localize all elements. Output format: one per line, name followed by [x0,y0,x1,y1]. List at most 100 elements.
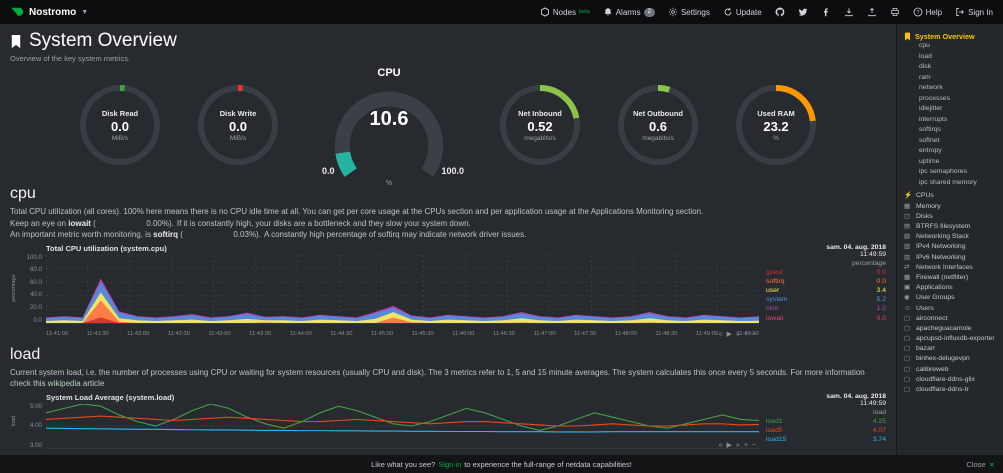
zoom-in-icon[interactable]: + [743,330,748,338]
pan-backward-icon[interactable]: « [718,330,723,338]
bookmark-icon [11,34,21,48]
gauge-label: CPU [377,67,401,79]
legend-series-load5[interactable]: load5 4.07 [766,427,886,435]
gauge-disk-read[interactable]: Disk Read 0.0 MiB/s [78,83,162,167]
sidebar-item-apacheguacamole[interactable]: ▢ apacheguacamole [904,324,972,332]
node-selector[interactable]: Nostromo ▼ [10,5,88,19]
gauge-used-ram[interactable]: Used RAM 23.2 % [734,83,818,167]
zoom-in-icon[interactable]: + [743,441,748,449]
bell-icon [604,8,612,16]
nav-settings[interactable]: Settings [668,7,710,17]
sidebar-item-processes[interactable]: processes [919,94,950,102]
cpu-chart[interactable]: Total CPU utilization (system.cpu) perce… [10,244,886,340]
sidebar-item-networking-stack[interactable]: ▧ Networking Stack [904,233,969,241]
load-chart[interactable]: System Load Average (system.load) load 5… [10,393,886,451]
gauge-unit: megabits/s [524,134,556,142]
banner-close-button[interactable]: Close × [966,459,994,469]
gauge-disk-write[interactable]: Disk Write 0.0 MiB/s [196,83,280,167]
sidebar-item-system-overview[interactable]: System Overview [904,32,1000,41]
legend-series-load1[interactable]: load1 4.25 [766,417,886,425]
gauge-unit: % [385,180,393,187]
sidebar-item-cpus[interactable]: ⚡ CPUs [904,192,934,200]
gauge-unit: megabits/s [642,134,674,142]
legend-series-nice[interactable]: nice 1.2 [766,305,886,313]
y-tick: 3.00 [29,441,42,449]
sidebar-item-user-groups[interactable]: ◉ User Groups [904,294,955,302]
sidebar-item-apcupsd-influxdb-exporter[interactable]: ▢ apcupsd-influxdb-exporter [904,335,995,343]
legend-series-system[interactable]: system 5.2 [766,296,886,304]
top-navbar: Nostromo ▼ Nodes beta Alarms 2 Settings Updat… [0,0,1003,24]
nav-print[interactable] [890,7,900,17]
sidebar-item-firewall-netfilter-[interactable]: ▩ Firewall (netfilter) [904,273,969,281]
sidebar-item-idlejitter[interactable]: idlejitter [919,105,943,113]
nav-twitter[interactable] [798,7,808,17]
legend-series-softirq[interactable]: softirq 0.0 [766,277,886,285]
x-tick: 11:44:30 [330,330,353,337]
pan-forward-icon[interactable]: » [735,330,740,338]
play-icon[interactable]: ▶ [726,330,732,338]
sidebar-item-load[interactable]: load [919,52,932,60]
sidebar-item-network-interfaces[interactable]: ⇄ Network Interfaces [904,263,973,271]
sidebar-item-ipv4-networking[interactable]: ▥ IPv4 Networking [904,243,966,251]
plot-area[interactable] [46,404,759,449]
sidebar-item-airconnect[interactable]: ▢ airconnect [904,314,948,322]
gauge-cpu[interactable]: CPU 10.6 0.0 100.0 % [314,67,464,187]
nav-signin[interactable]: Sign In [955,7,993,17]
sidebar-item-network[interactable]: network [919,84,943,92]
nav-nodes[interactable]: Nodes beta [540,7,590,17]
gauge-net-outbound[interactable]: Net Outbound 0.6 megabits/s [616,83,700,167]
legend-series-guest[interactable]: guest 0.0 [766,268,886,276]
x-tick: 11:45:00 [371,330,394,337]
sidebar-item-softnet[interactable]: softnet [919,136,940,144]
sidebar-item-btrfs-filesystem[interactable]: ▤ BTRFS filesystem [904,223,971,230]
gauge-label: Net Outbound [633,108,683,118]
legend-series-user[interactable]: user 3.4 [766,287,886,295]
x-tick: 11:48:00 [614,330,637,337]
sidebar-item-ipv6-networking[interactable]: ▥ IPv6 Networking [904,253,966,261]
sidebar-item-ipc-semaphores[interactable]: ipc semaphores [919,168,967,176]
pan-backward-icon[interactable]: « [718,441,723,449]
sidebar-item-entropy[interactable]: entropy [919,147,942,155]
nav-update[interactable]: Update [723,7,762,17]
sidebar-item-users[interactable]: ☺ Users [904,304,934,312]
legend-series-load15[interactable]: load15 3.74 [766,436,886,444]
sidebar-item-binhex-delugevpn[interactable]: ▢ binhex-delugevpn [904,355,970,363]
sidebar-item-applications[interactable]: ▣ Applications [904,284,953,292]
alarm-count-badge: 2 [643,7,655,17]
banner-text-prefix: Like what you see? [371,459,436,469]
gauge-value: 0.52 [527,118,553,134]
sidebar-item-softirqs[interactable]: softirqs [919,126,941,134]
pan-forward-icon[interactable]: » [735,441,740,449]
chart-legend: sam. 04. aug. 2018 11:49:59 percentage g… [766,244,886,340]
zoom-out-icon[interactable]: − [751,330,756,338]
nav-alarms[interactable]: Alarms 2 [603,7,655,17]
zoom-out-icon[interactable]: − [751,441,756,449]
sidebar-item-cloudflare-ddns-tr[interactable]: ▢ cloudflare-ddns-tr [904,386,969,393]
main-content: System Overview Overview of the key syst… [0,24,896,455]
container-icon: ▢ [904,345,911,353]
sidebar-item-bazarr[interactable]: ▢ bazarr [904,345,936,353]
cpu-description: Total CPU utilization (all cores). 100% … [10,207,704,240]
signin-link[interactable]: Sign in [438,459,462,469]
nav-upload[interactable] [867,7,877,17]
nav-download[interactable] [844,7,854,17]
gauge-net-inbound[interactable]: Net Inbound 0.52 megabits/s [498,83,582,167]
legend-series-iowait[interactable]: iowait 0.0 [766,314,886,322]
sidebar-item-uptime[interactable]: uptime [919,157,940,165]
ifaces-icon: ⇄ [904,263,910,271]
plot-area[interactable] [46,255,759,324]
sidebar-item-calibreweb[interactable]: ▢ calibreweb [904,365,949,373]
sidebar-item-ipc-shared-memory[interactable]: ipc shared memory [919,178,977,186]
sidebar-item-ram[interactable]: ram [919,73,931,81]
nav-facebook[interactable] [821,7,831,17]
sidebar-item-cloudflare-ddns-glix[interactable]: ▢ cloudflare-ddns-glix [904,375,975,383]
sidebar-item-cpu[interactable]: cpu [919,42,930,49]
nav-help[interactable]: ? Help [913,7,942,17]
sidebar-item-memory[interactable]: ▦ Memory [904,202,941,210]
sidebar-item-interrupts[interactable]: interrupts [919,115,948,123]
nav-github[interactable] [775,7,785,17]
sidebar-item-disks[interactable]: ◫ Disks [904,212,933,220]
wikipedia-link[interactable]: this wikipedia article [33,379,105,389]
sidebar-item-disk[interactable]: disk [919,63,932,71]
play-icon[interactable]: ▶ [726,441,732,449]
